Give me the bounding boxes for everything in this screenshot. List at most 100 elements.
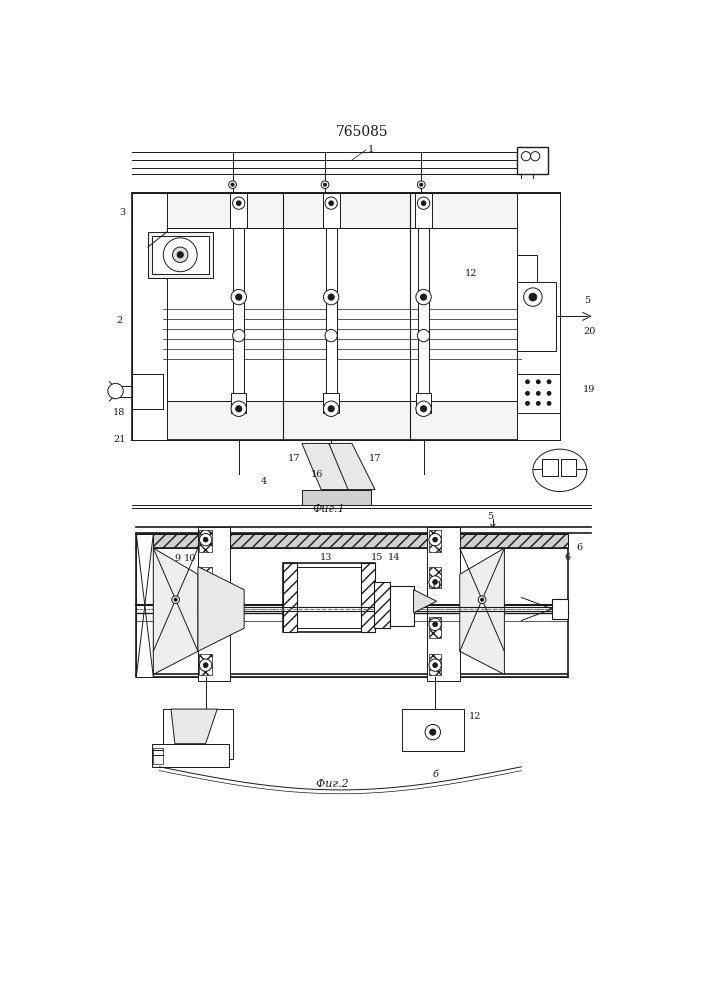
Bar xyxy=(415,193,432,228)
Circle shape xyxy=(231,289,247,305)
Circle shape xyxy=(324,183,327,186)
Circle shape xyxy=(177,252,183,258)
Text: 16: 16 xyxy=(311,470,324,479)
Circle shape xyxy=(524,288,542,306)
Text: Фиг.2: Фиг.2 xyxy=(309,779,349,789)
Circle shape xyxy=(547,401,551,405)
Circle shape xyxy=(231,183,234,186)
Circle shape xyxy=(417,197,430,209)
Polygon shape xyxy=(198,567,244,651)
Circle shape xyxy=(199,618,212,631)
Circle shape xyxy=(530,152,540,161)
Circle shape xyxy=(231,401,247,416)
Text: 19: 19 xyxy=(583,385,595,394)
Circle shape xyxy=(425,724,440,740)
Bar xyxy=(429,567,441,588)
Text: 4: 4 xyxy=(260,477,267,486)
Bar xyxy=(518,374,560,413)
Text: 20: 20 xyxy=(583,327,595,336)
Circle shape xyxy=(204,537,208,542)
Bar xyxy=(324,393,339,413)
Text: 10: 10 xyxy=(184,554,197,563)
Text: 1: 1 xyxy=(368,145,374,154)
Bar xyxy=(283,563,375,632)
Circle shape xyxy=(416,401,431,416)
Circle shape xyxy=(233,197,245,209)
Bar xyxy=(518,193,560,440)
Bar xyxy=(231,393,247,413)
Bar xyxy=(416,393,431,413)
Text: Фиг.1: Фиг.1 xyxy=(312,504,345,514)
Text: 5: 5 xyxy=(488,512,493,521)
Polygon shape xyxy=(460,548,504,674)
Bar xyxy=(518,147,549,174)
Bar xyxy=(429,654,441,675)
Ellipse shape xyxy=(533,449,587,492)
Circle shape xyxy=(174,598,177,601)
Bar xyxy=(199,567,212,588)
Text: 18: 18 xyxy=(113,408,126,417)
Bar xyxy=(163,709,233,759)
Circle shape xyxy=(416,289,431,305)
Bar xyxy=(402,709,464,751)
Polygon shape xyxy=(302,443,352,490)
Text: 11: 11 xyxy=(431,581,443,590)
Text: 5: 5 xyxy=(584,296,590,305)
Bar xyxy=(132,193,560,228)
Circle shape xyxy=(324,401,339,416)
Bar xyxy=(283,563,296,632)
Circle shape xyxy=(521,152,530,161)
Bar xyxy=(136,534,153,677)
Circle shape xyxy=(429,576,441,588)
Circle shape xyxy=(525,391,530,395)
Text: 13: 13 xyxy=(320,553,333,562)
Circle shape xyxy=(199,659,212,671)
Circle shape xyxy=(417,329,430,342)
Circle shape xyxy=(478,596,486,604)
Text: 3: 3 xyxy=(119,208,126,217)
Bar xyxy=(373,582,390,628)
Circle shape xyxy=(547,380,551,384)
Circle shape xyxy=(199,576,212,588)
Bar xyxy=(552,599,568,619)
Circle shape xyxy=(420,183,423,186)
Bar xyxy=(286,567,371,628)
Bar xyxy=(199,654,212,675)
Polygon shape xyxy=(171,709,217,744)
Bar xyxy=(429,617,441,638)
Bar xyxy=(153,748,163,764)
Bar xyxy=(148,232,214,278)
Text: 17: 17 xyxy=(369,454,381,463)
Bar xyxy=(136,534,568,548)
Text: б: б xyxy=(432,770,438,779)
Circle shape xyxy=(108,383,123,399)
Text: 17: 17 xyxy=(288,454,300,463)
Circle shape xyxy=(325,329,337,342)
Bar xyxy=(230,193,247,228)
Circle shape xyxy=(328,406,334,412)
Bar xyxy=(302,490,371,505)
Circle shape xyxy=(328,294,334,300)
Text: 2: 2 xyxy=(116,316,122,325)
Circle shape xyxy=(204,663,208,667)
Circle shape xyxy=(429,659,441,671)
Bar xyxy=(428,527,460,681)
Circle shape xyxy=(204,580,208,584)
Circle shape xyxy=(537,401,540,405)
Circle shape xyxy=(233,329,245,342)
Bar xyxy=(132,193,560,440)
Polygon shape xyxy=(153,548,198,674)
Circle shape xyxy=(199,533,212,546)
Circle shape xyxy=(321,181,329,189)
Bar xyxy=(233,228,244,405)
Circle shape xyxy=(417,181,425,189)
Bar xyxy=(429,530,441,552)
Circle shape xyxy=(525,380,530,384)
Circle shape xyxy=(429,533,441,546)
Circle shape xyxy=(433,537,438,542)
Bar xyxy=(418,228,429,405)
Circle shape xyxy=(421,294,426,300)
Circle shape xyxy=(429,618,441,631)
Bar xyxy=(326,228,337,405)
Bar xyxy=(152,744,229,767)
